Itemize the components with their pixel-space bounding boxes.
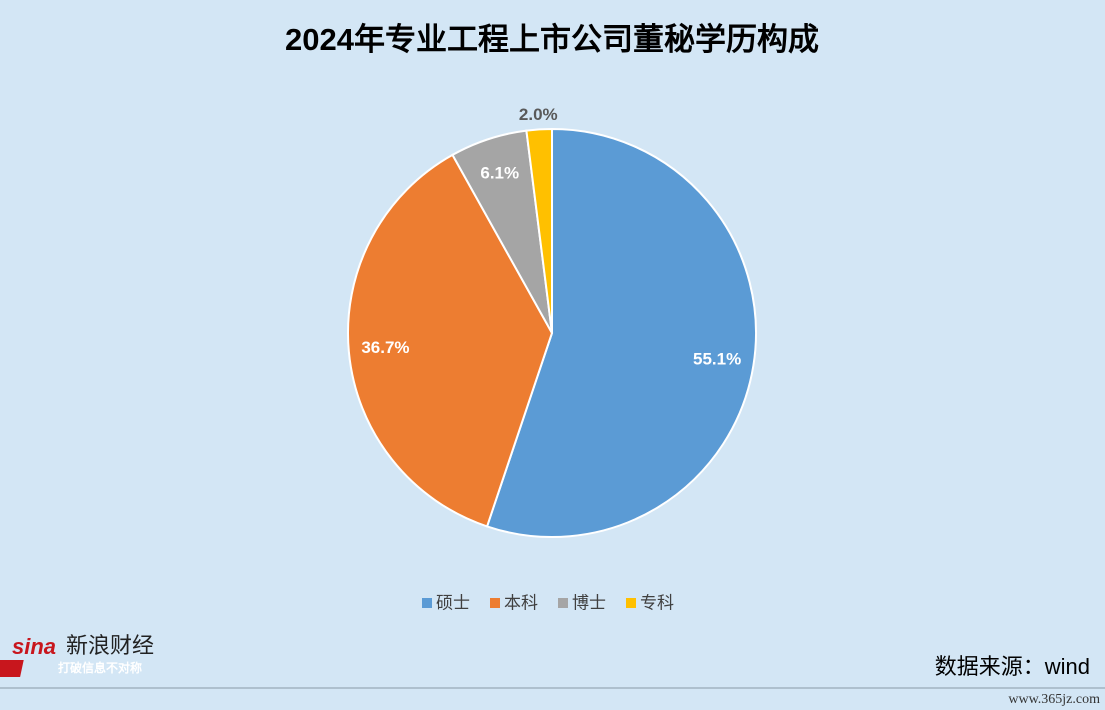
pie-slice <box>347 153 554 528</box>
legend-swatch <box>626 598 636 608</box>
logo-mark: sina <box>12 634 56 659</box>
logo-slogan: 打破信息不对称 <box>58 660 142 675</box>
legend-label: 专科 <box>640 593 674 612</box>
logo-banner <box>0 660 24 677</box>
legend-swatch <box>422 598 432 608</box>
legend-label: 博士 <box>572 593 606 612</box>
data-label: 36.7% <box>361 338 409 357</box>
pie-slice <box>485 127 757 538</box>
legend-swatch <box>558 598 568 608</box>
watermark: www.365jz.com <box>1008 692 1100 707</box>
data-label: 6.1% <box>480 164 519 183</box>
chart-title: 2024年专业工程上市公司董秘学历构成 <box>285 22 819 57</box>
logo: sina 新浪财经 打破信息不对称 <box>0 633 154 677</box>
logo-brand: 新浪财经 <box>66 633 154 658</box>
legend-label: 本科 <box>504 593 538 612</box>
legend-label: 硕士 <box>436 593 470 612</box>
data-label: 2.0% <box>519 105 558 124</box>
pie-slice <box>525 127 553 334</box>
legend-swatch <box>490 598 500 608</box>
data-label: 55.1% <box>693 349 741 368</box>
source: 数据来源：wind <box>935 654 1090 679</box>
